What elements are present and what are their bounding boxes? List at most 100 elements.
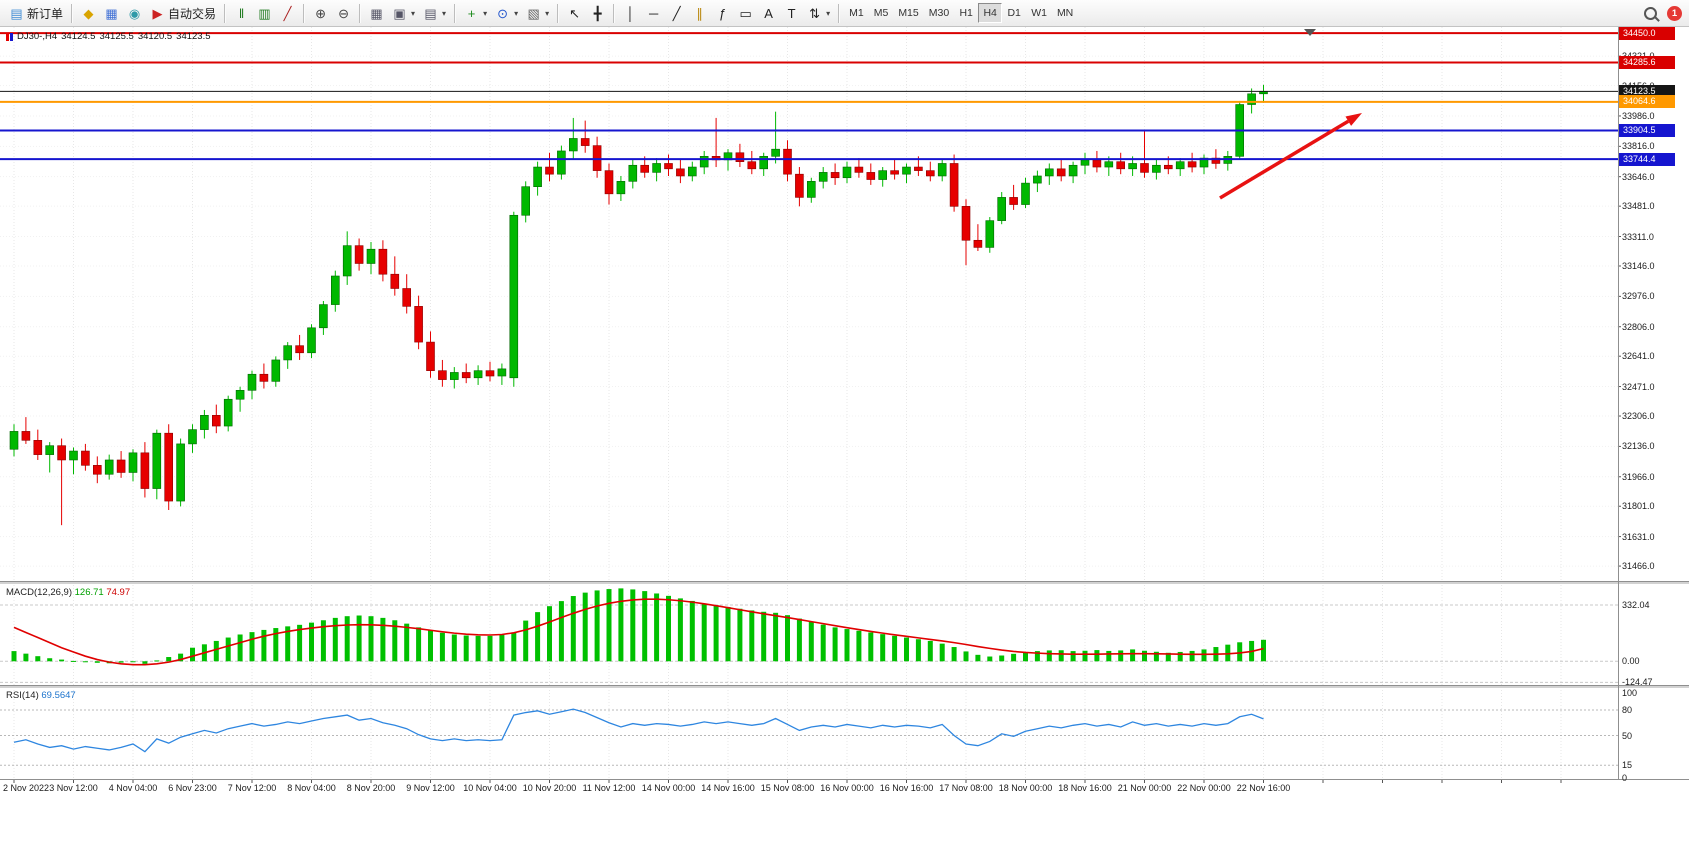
timeframe-w1[interactable]: W1 xyxy=(1026,3,1052,23)
macd-histogram-bar xyxy=(1118,650,1124,662)
arrows-button[interactable]: ⇅ ▾ xyxy=(803,2,834,24)
candle-body xyxy=(818,172,828,182)
macd-histogram-bar xyxy=(666,595,671,662)
macd-histogram-bar xyxy=(558,601,564,662)
cursor-icon: ↖ xyxy=(569,5,581,21)
line-chart-button[interactable]: ╱ xyxy=(276,2,299,24)
shapes-button[interactable]: ▭ xyxy=(734,2,757,24)
candle-body xyxy=(497,368,507,377)
candle-body xyxy=(212,415,221,427)
notification-badge[interactable]: 1 xyxy=(1667,5,1682,21)
candle-body xyxy=(878,170,888,180)
zoom-in-button[interactable]: ⊕ xyxy=(309,2,332,24)
text-button[interactable]: A xyxy=(757,2,780,24)
candle-body xyxy=(342,245,352,277)
new-order-button[interactable]: ▤ 新订单 xyxy=(5,2,67,24)
candle-body xyxy=(1116,161,1125,170)
toolbar-separator xyxy=(359,3,362,23)
indicators-button[interactable]: + ▾ xyxy=(460,2,491,24)
trendline-icon: ╱ xyxy=(672,5,681,21)
search-button[interactable] xyxy=(1640,2,1661,24)
timeframe-h4[interactable]: H4 xyxy=(978,3,1003,23)
toolbar-separator xyxy=(71,3,74,23)
template-icon: ▧ xyxy=(527,5,540,21)
trend-arrow-head[interactable] xyxy=(1345,113,1362,126)
horizontal-line-button[interactable]: ─ xyxy=(642,2,665,24)
macd-histogram-bar xyxy=(213,640,219,662)
candle-body xyxy=(640,164,650,173)
timeframe-m5[interactable]: M5 xyxy=(869,3,894,23)
chevron-down-icon[interactable]: ▾ xyxy=(545,8,550,18)
candle-body xyxy=(473,370,483,379)
macd-histogram-bar xyxy=(356,615,362,662)
timeframe-m1[interactable]: M1 xyxy=(844,3,869,23)
timeframe-d1[interactable]: D1 xyxy=(1002,3,1026,23)
candlestick-chart-button[interactable]: ▥ xyxy=(253,2,276,24)
candle-body xyxy=(521,186,531,216)
macd-histogram-bar xyxy=(1165,652,1171,662)
macd-histogram-bar xyxy=(796,618,802,662)
text-icon: A xyxy=(764,5,773,21)
candle-body xyxy=(438,370,447,380)
timeframe-m15[interactable]: M15 xyxy=(893,3,923,23)
chevron-down-icon[interactable]: ▾ xyxy=(411,8,416,18)
candle-body xyxy=(1247,93,1256,105)
chart-profiles-button[interactable]: ◆ xyxy=(77,2,100,24)
panel-separator-rsi[interactable] xyxy=(0,685,1689,688)
market-watch-button[interactable]: ▦ xyxy=(100,2,123,24)
macd-histogram-bar xyxy=(1058,650,1064,662)
new-chart-button[interactable]: ▣ ▾ xyxy=(388,2,419,24)
price-scale-divider xyxy=(1618,27,1619,780)
crosshair-icon: ╋ xyxy=(593,5,602,21)
candle-body xyxy=(426,341,435,371)
auto-trading-button[interactable]: ▶ 自动交易 xyxy=(146,2,220,24)
price-chart-canvas[interactable] xyxy=(0,0,1689,800)
macd-main-value: 126.71 xyxy=(74,587,104,598)
timeframe-m30[interactable]: M30 xyxy=(924,3,954,23)
symbol-ohlc-label: DJ30-,H4 34124.5 34125.5 34120.5 34123.5 xyxy=(6,31,211,42)
chart-shift-marker[interactable] xyxy=(1304,29,1316,36)
bar-chart-button[interactable]: ‖ xyxy=(230,2,253,24)
trend-arrow[interactable] xyxy=(1219,119,1350,200)
macd-histogram-bar xyxy=(773,612,779,662)
chevron-down-icon[interactable]: ▾ xyxy=(442,8,447,18)
macd-histogram-bar xyxy=(749,610,755,662)
panel-separator-macd[interactable] xyxy=(0,581,1689,584)
macd-histogram-bar xyxy=(939,643,945,662)
candle-body xyxy=(223,398,233,427)
shapes-icon: ▭ xyxy=(739,5,752,21)
macd-histogram-bar xyxy=(237,634,243,662)
candle-body xyxy=(1187,161,1197,168)
candle-body xyxy=(69,450,78,461)
timeframe-mn[interactable]: MN xyxy=(1052,3,1078,23)
candle-body xyxy=(914,166,923,171)
label-button[interactable]: T xyxy=(780,2,803,24)
new-order-icon: ▤ xyxy=(10,5,23,21)
macd-histogram-bar xyxy=(142,661,148,664)
templates-button[interactable]: ▧ ▾ xyxy=(522,2,553,24)
ohlc-close: 34123.5 xyxy=(176,31,211,42)
cursor-button[interactable]: ↖ xyxy=(563,2,586,24)
macd-histogram-bar xyxy=(582,592,588,662)
crosshair-button[interactable]: ╋ xyxy=(586,2,609,24)
channel-button[interactable]: ∥ xyxy=(688,2,711,24)
fibonacci-button[interactable]: ƒ xyxy=(711,2,734,24)
chevron-down-icon[interactable]: ▾ xyxy=(483,8,488,18)
macd-histogram-bar xyxy=(808,621,814,662)
vertical-line-button[interactable]: │ xyxy=(619,2,642,24)
chevron-down-icon[interactable]: ▾ xyxy=(826,8,831,18)
profiles-menu-button[interactable]: ▤ ▾ xyxy=(419,2,450,24)
macd-histogram-bar xyxy=(273,628,279,662)
search-icon xyxy=(1644,6,1657,20)
tile-windows-button[interactable]: ▦ xyxy=(365,2,388,24)
candle-body xyxy=(687,166,697,177)
candle-body xyxy=(45,445,55,455)
chevron-down-icon[interactable]: ▾ xyxy=(514,8,519,18)
timeframe-h1[interactable]: H1 xyxy=(954,3,978,23)
candle-body xyxy=(937,163,947,177)
periods-button[interactable]: ⊙ ▾ xyxy=(491,2,522,24)
zoom-in-icon: ⊕ xyxy=(315,5,326,21)
zoom-out-button[interactable]: ⊖ xyxy=(332,2,355,24)
trendline-button[interactable]: ╱ xyxy=(665,2,688,24)
data-window-button[interactable]: ◉ xyxy=(123,2,146,24)
